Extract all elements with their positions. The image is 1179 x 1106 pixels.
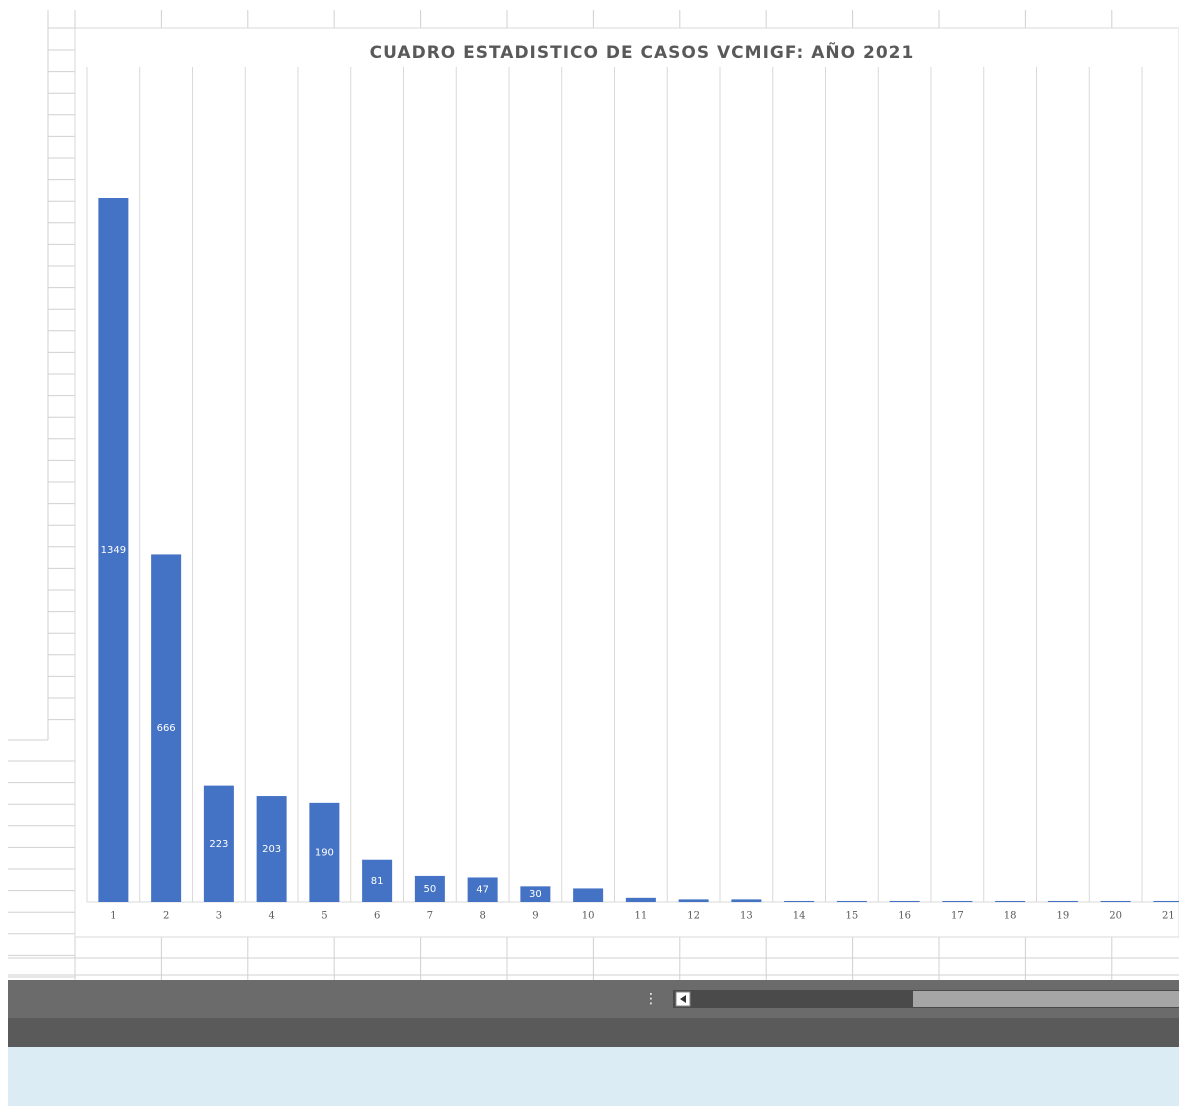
bar bbox=[151, 554, 182, 902]
x-tick-label: 19 bbox=[1057, 911, 1070, 922]
column-header bbox=[0, 0, 1179, 28]
bar bbox=[467, 877, 498, 902]
x-tick-label: 9 bbox=[532, 911, 538, 922]
bar bbox=[520, 886, 551, 902]
x-tick-label: 6 bbox=[374, 911, 380, 922]
bar bbox=[1100, 900, 1131, 902]
data-label: 190 bbox=[315, 847, 334, 858]
bar bbox=[414, 875, 445, 902]
x-tick-label: 17 bbox=[951, 911, 964, 922]
bar bbox=[678, 899, 709, 902]
x-tick-label: 16 bbox=[898, 911, 911, 922]
x-tick-label: 20 bbox=[1109, 911, 1122, 922]
x-tick-label: 21 bbox=[1162, 911, 1175, 922]
data-label: 47 bbox=[476, 885, 489, 896]
bar bbox=[625, 897, 656, 902]
x-tick-label: 4 bbox=[268, 911, 274, 922]
x-tick-label: 7 bbox=[427, 911, 433, 922]
bar bbox=[784, 900, 815, 902]
bar bbox=[362, 859, 393, 902]
bar bbox=[731, 899, 762, 902]
bar bbox=[836, 900, 867, 902]
chart-area bbox=[74, 27, 1179, 938]
bar bbox=[256, 796, 287, 902]
x-tick-label: 10 bbox=[582, 911, 595, 922]
bar bbox=[1153, 900, 1179, 902]
x-tick-label: 18 bbox=[1004, 911, 1017, 922]
data-label: 81 bbox=[371, 876, 384, 887]
scroll-left-arrow bbox=[680, 995, 686, 1003]
data-label: 203 bbox=[262, 844, 281, 855]
taskbar-strip bbox=[8, 1018, 1179, 1047]
x-tick-label: 1 bbox=[110, 911, 116, 922]
x-tick-label: 14 bbox=[793, 911, 806, 922]
plot: 1 1349 2 666 3 223 4 203 5 190 6 81 7 50 8 47 9 30 10 11 12 1… bbox=[86, 67, 1179, 922]
bar bbox=[889, 900, 920, 902]
desktop-background bbox=[8, 1047, 1179, 1106]
x-tick-label: 3 bbox=[216, 911, 222, 922]
data-label: 30 bbox=[529, 889, 542, 900]
bar bbox=[573, 888, 604, 902]
x-tick-label: 15 bbox=[846, 911, 859, 922]
bar bbox=[942, 900, 973, 902]
data-label: 1349 bbox=[101, 545, 126, 556]
data-label: 50 bbox=[424, 884, 437, 895]
x-tick-label: 2 bbox=[163, 911, 169, 922]
split-handle[interactable]: ⋮ bbox=[644, 991, 658, 1007]
x-tick-label: 8 bbox=[479, 911, 485, 922]
x-tick-label: 12 bbox=[687, 911, 700, 922]
bar bbox=[995, 900, 1026, 902]
data-label: 223 bbox=[209, 839, 228, 850]
x-tick-label: 5 bbox=[321, 911, 327, 922]
x-tick-label: 13 bbox=[740, 911, 753, 922]
bar bbox=[309, 802, 340, 902]
bar bbox=[203, 785, 234, 902]
x-tick-label: 11 bbox=[635, 911, 648, 922]
chart-title: CUADRO ESTADISTICO DE CASOS VCMIGF: AÑO … bbox=[370, 40, 915, 63]
bar bbox=[1047, 900, 1078, 902]
scrollbar-thumb[interactable] bbox=[913, 991, 1179, 1007]
data-label: 666 bbox=[157, 723, 176, 734]
bar bbox=[98, 197, 129, 903]
